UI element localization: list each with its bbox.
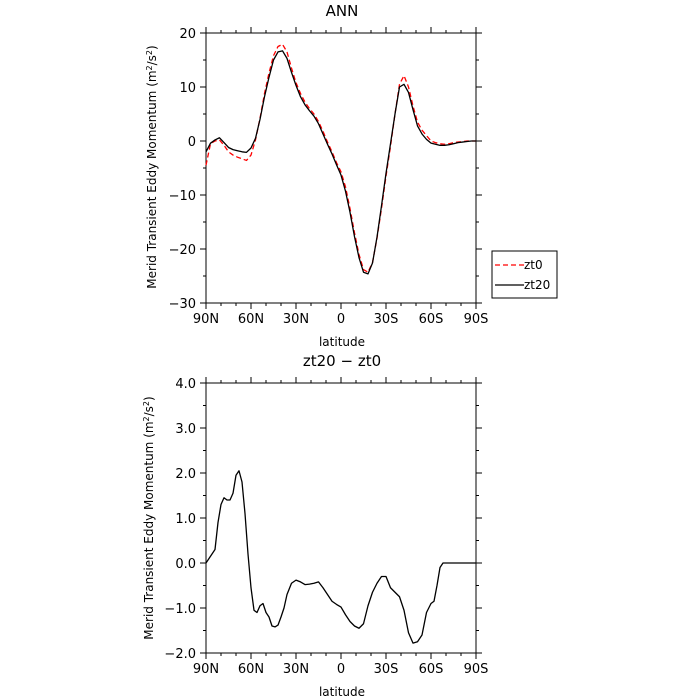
top-y-axis-title-mid: /s	[145, 55, 159, 65]
bottom-x-tick-label: 60N	[238, 662, 264, 677]
top-y-tick-label: −30	[169, 297, 196, 312]
bottom-panel: zt20 − zt0 90N 60N 30N 0 30S 60S 90S 4.0 3.0 2.0 1…	[142, 352, 488, 699]
bottom-x-tick-label: 30N	[283, 662, 309, 677]
bottom-y-axis-title-main: Merid Transient Eddy Momentum (m	[142, 421, 156, 639]
top-y-tick-label: 0	[188, 135, 196, 150]
top-x-tick-label: 30S	[374, 312, 399, 327]
top-plot-area: 90N 60N 30N 0 30S 60S 90S 20 10 0 −10 −20 −30	[169, 27, 489, 327]
bottom-x-tick-label: 0	[337, 662, 345, 677]
bottom-y-tick-label: 3.0	[175, 422, 196, 437]
legend-box	[491, 250, 558, 299]
top-y-axis-title-main: Merid Transient Eddy Momentum (m	[145, 70, 159, 288]
bottom-y-axis-title-sup: 2	[142, 416, 151, 421]
bottom-y-tick-label: 2.0	[175, 467, 196, 482]
top-y-tick-label: 10	[179, 81, 196, 96]
bottom-y-axis-title-sup2: 2	[142, 401, 151, 406]
top-x-tick-label: 90S	[464, 312, 489, 327]
top-plot-frame	[205, 32, 477, 304]
bottom-x-tick-label: 60S	[419, 662, 444, 677]
top-x-tick-label: 60N	[238, 312, 264, 327]
bottom-plot-area: 90N 60N 30N 0 30S 60S 90S 4.0 3.0 2.0 1.0 0.0 −1.0 −2…	[164, 377, 488, 677]
bottom-x-tick-label: 90S	[464, 662, 489, 677]
bottom-y-axis-title-end: )	[142, 396, 156, 401]
bottom-y-tick-label: −2.0	[164, 647, 196, 662]
legend-zt20-label: zt20	[524, 278, 550, 292]
top-legend: zt0 zt20	[491, 250, 558, 299]
bottom-x-tick-label: 30S	[374, 662, 399, 677]
top-y-axis-title: Merid Transient Eddy Momentum (m2/s2)	[145, 45, 159, 288]
bottom-y-tick-label: 4.0	[175, 377, 196, 392]
top-x-tick-label: 0	[337, 312, 345, 327]
top-y-tick-label: −20	[169, 243, 196, 258]
top-y-axis-title-sup: 2	[145, 65, 154, 70]
bottom-chart-title: zt20 − zt0	[303, 352, 381, 370]
bottom-y-tick-label: 0.0	[175, 557, 196, 572]
top-x-axis-title: latitude	[319, 335, 365, 349]
top-y-axis-title-end: )	[145, 45, 159, 50]
bottom-plot-frame	[205, 382, 477, 654]
bottom-y-axis-title-mid: /s	[142, 406, 156, 416]
bottom-x-tick-label: 90N	[193, 662, 219, 677]
bottom-series-line-0-line	[205, 470, 476, 644]
top-panel: ANN 90N 60N 30N 0 30S 60S 90S 20 10 0 −10 −20 −30 la…	[145, 2, 558, 349]
bottom-y-tick-label: −1.0	[164, 602, 196, 617]
top-x-tick-label: 90N	[193, 312, 219, 327]
top-y-tick-label: 20	[179, 27, 196, 42]
top-x-tick-label: 30N	[283, 312, 309, 327]
top-x-tick-label: 60S	[419, 312, 444, 327]
top-chart-title: ANN	[326, 2, 359, 20]
top-series-zt0-line	[205, 43, 476, 273]
top-y-axis-title-sup2: 2	[145, 50, 154, 55]
top-y-tick-label: −10	[169, 189, 196, 204]
bottom-x-axis-title: latitude	[319, 685, 365, 699]
bottom-y-axis-title: Merid Transient Eddy Momentum (m2/s2)	[142, 396, 156, 639]
legend-zt0-label: zt0	[524, 258, 543, 272]
top-series-zt20-line	[205, 50, 476, 275]
bottom-y-tick-label: 1.0	[175, 512, 196, 527]
